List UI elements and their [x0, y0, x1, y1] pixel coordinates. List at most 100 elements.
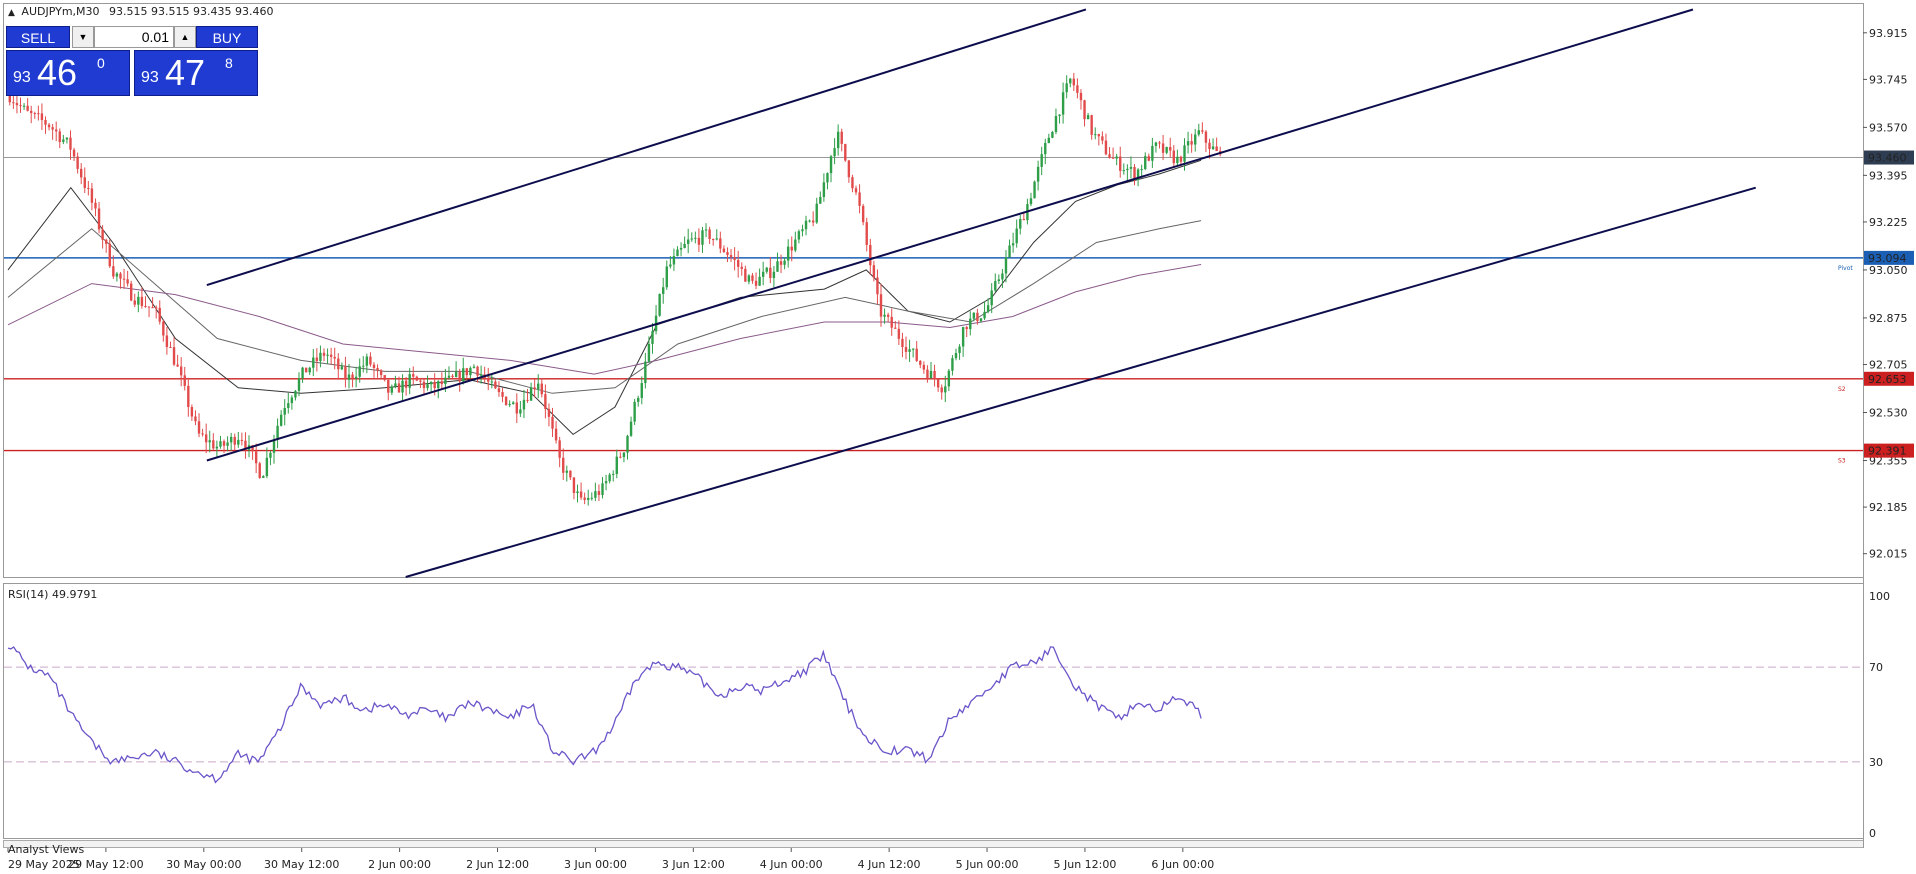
- candle: [287, 392, 290, 414]
- time-tick-label: 2 Jun 00:00: [368, 858, 431, 871]
- candle: [504, 396, 508, 406]
- ask-price-button[interactable]: 93 47 8: [134, 50, 258, 96]
- candle: [83, 167, 86, 193]
- candle: [972, 312, 976, 322]
- candle: [779, 254, 783, 274]
- candle: [62, 134, 65, 145]
- candle: [129, 280, 133, 302]
- candle: [644, 352, 647, 389]
- candle: [344, 356, 347, 388]
- price-axis-ticks: 93.915 93.745 93.570 93.395 93.225 93.050 92.8…: [1863, 27, 1908, 561]
- candle: [936, 378, 940, 392]
- candle: [94, 198, 97, 217]
- candle: [844, 143, 847, 162]
- candle: [901, 332, 904, 358]
- candle: [540, 378, 544, 398]
- candle: [1119, 146, 1122, 178]
- candle: [1022, 212, 1026, 221]
- channel-line-1[interactable]: [206, 8, 1087, 286]
- candle: [736, 250, 740, 278]
- lot-increase-icon[interactable]: ▲: [174, 26, 196, 48]
- candle: [1186, 131, 1190, 154]
- ask-price-main: 47: [165, 52, 206, 93]
- candle: [154, 305, 158, 319]
- candle: [297, 372, 301, 397]
- bid-price-button[interactable]: 93 46 0: [6, 50, 130, 96]
- candle: [408, 368, 411, 395]
- candle: [608, 472, 611, 484]
- candle: [165, 327, 169, 355]
- candle: [990, 283, 993, 314]
- candles-group: [8, 72, 1222, 506]
- candle: [590, 492, 593, 501]
- candle: [701, 226, 704, 253]
- candle: [512, 401, 515, 405]
- candle: [801, 224, 804, 237]
- candle: [1211, 138, 1215, 151]
- candle: [761, 261, 765, 286]
- candle: [479, 365, 483, 384]
- candle: [1008, 239, 1011, 258]
- ohlc-values: 93.515 93.515 93.435 93.460: [109, 5, 273, 18]
- candle: [819, 191, 822, 204]
- candle: [269, 450, 272, 466]
- lot-decrease-icon[interactable]: ▼: [72, 26, 94, 48]
- analyst-views-label[interactable]: Analyst Views: [8, 843, 84, 856]
- candle: [783, 257, 786, 270]
- candle: [122, 268, 126, 289]
- candle: [1054, 108, 1058, 135]
- candle: [237, 431, 240, 448]
- candle: [229, 432, 233, 451]
- candle: [858, 184, 861, 214]
- candle: [537, 374, 540, 399]
- candle: [572, 477, 576, 500]
- candle: [208, 430, 211, 453]
- candle: [58, 128, 61, 149]
- candle: [447, 366, 451, 380]
- candle: [526, 388, 529, 403]
- candle: [686, 228, 690, 254]
- candle: [1019, 215, 1022, 235]
- candle: [711, 238, 715, 246]
- candle: [754, 272, 758, 290]
- candle: [233, 433, 236, 451]
- time-tick-label: 2 Jun 12:00: [466, 858, 529, 871]
- price-tick-label: 92.355: [1869, 454, 1908, 467]
- candle: [1129, 156, 1133, 179]
- candle: [1126, 164, 1129, 181]
- candle: [790, 236, 793, 262]
- collapse-arrow-icon[interactable]: ▲: [8, 8, 15, 18]
- candle: [412, 366, 415, 385]
- channel-line-2[interactable]: [206, 8, 1694, 462]
- candle: [940, 384, 943, 400]
- candle: [340, 362, 344, 371]
- time-tick-label: 3 Jun 12:00: [662, 858, 725, 871]
- channel-line-3[interactable]: [405, 186, 1757, 578]
- candle: [104, 238, 108, 253]
- candle: [115, 271, 119, 282]
- candle: [697, 228, 701, 252]
- price-tick-label: 92.185: [1869, 501, 1908, 514]
- candle: [422, 379, 426, 395]
- candle: [519, 400, 522, 417]
- lot-size-input[interactable]: 0.01: [94, 26, 174, 48]
- candle: [244, 432, 247, 459]
- candle: [258, 461, 261, 479]
- candle: [626, 434, 629, 460]
- buy-button[interactable]: BUY: [196, 26, 258, 48]
- candle: [454, 361, 458, 378]
- ask-price-sup: 8: [225, 55, 233, 71]
- candle: [290, 395, 294, 410]
- candle: [958, 344, 961, 360]
- candle: [469, 366, 472, 379]
- candle: [533, 379, 536, 398]
- sell-button[interactable]: SELL: [6, 26, 70, 48]
- candle: [629, 416, 633, 437]
- candle: [19, 97, 22, 113]
- candle: [815, 197, 818, 224]
- time-tick-label: 30 May 00:00: [166, 858, 241, 871]
- candle: [1051, 130, 1054, 139]
- candle: [647, 336, 651, 363]
- candle: [1161, 135, 1165, 161]
- candle: [212, 433, 215, 450]
